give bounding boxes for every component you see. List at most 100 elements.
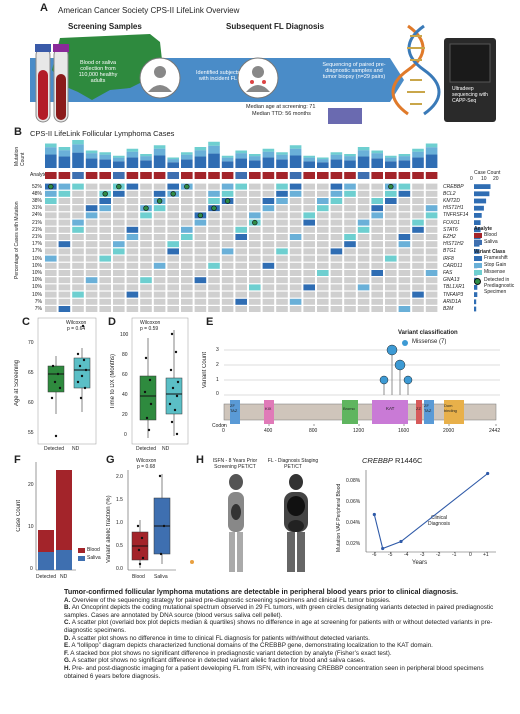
- oncoprint-cell: [317, 270, 329, 276]
- oncoprint-cell: [181, 190, 193, 197]
- oncoprint-cell: [167, 241, 179, 248]
- case-count-bar: [474, 220, 481, 225]
- oncoprint-cell: [58, 291, 71, 298]
- oncoprint-cell: [357, 234, 370, 240]
- oncoprint-cell: [385, 255, 397, 262]
- oncoprint-cell: [330, 198, 343, 204]
- legend-saliva-swatch: [474, 240, 482, 245]
- oncoprint-cell: [276, 183, 288, 190]
- oncoprint-cell: [385, 270, 397, 276]
- oncoprint-cell: [330, 248, 343, 255]
- oncoprint-cell: [85, 277, 98, 284]
- clinical-diagnosis-annotation: Clinical Diagnosis: [428, 515, 450, 527]
- mutation-count-bar: [371, 153, 383, 159]
- gene-percent: 10%: [31, 270, 42, 276]
- oncoprint-cell: [58, 298, 71, 305]
- oncoprint-cell: [371, 183, 383, 190]
- oncoprint-cell: [357, 277, 370, 284]
- mutation-count-bar: [344, 156, 356, 161]
- mutation-count-bar: [72, 140, 84, 145]
- oncoprint-cell: [344, 241, 356, 248]
- oncoprint-cell: [45, 212, 57, 219]
- oncoprint-cell: [126, 241, 139, 248]
- detected-marker: [197, 212, 204, 219]
- oncoprint-cell: [58, 284, 71, 291]
- oncoprint-cell: [371, 226, 383, 233]
- mutation-count-bar: [72, 144, 84, 153]
- oncoprint-cell: [153, 248, 166, 255]
- oncoprint-cell: [357, 226, 370, 233]
- oncoprint-cell: [330, 284, 343, 291]
- oncoprint-cell: [289, 298, 302, 305]
- oncoprint-cell: [85, 262, 98, 269]
- oncoprint-cell: [357, 190, 370, 197]
- oncoprint-cell: [235, 198, 247, 204]
- oncoprint-cell: [194, 262, 207, 269]
- oncoprint-cell: [344, 277, 356, 284]
- mutation-count-bar: [289, 145, 302, 149]
- oncoprint-cell: [167, 298, 179, 305]
- oncoprint-cell: [330, 219, 343, 226]
- gene-name: TNFAIP3: [443, 291, 464, 298]
- oncoprint-cell: [235, 226, 247, 233]
- oncoprint-cell: [113, 241, 125, 248]
- panel-d-ytick-0: 0: [124, 432, 127, 438]
- gene-name: HIST1H1: [443, 205, 464, 212]
- panel-e-legend-item: Missense (7): [412, 339, 447, 345]
- case-count-bar: [474, 198, 487, 204]
- oncoprint-cell: [385, 291, 397, 298]
- oncoprint-cell: [153, 306, 166, 312]
- panel-c-stat: Wilcoxon: [66, 320, 87, 326]
- oncoprint-cell: [425, 219, 438, 226]
- oncoprint-cell: [262, 241, 275, 248]
- mutation-count-bar: [194, 156, 207, 168]
- panel-d-ylabel: Time to DX (Months): [110, 354, 116, 410]
- mutation-count-bar: [85, 158, 98, 168]
- mutation-count-bar: [85, 153, 98, 159]
- oncoprint-cell: [317, 190, 329, 197]
- legend-frameshift-swatch: [474, 256, 482, 261]
- oncoprint-cell: [72, 270, 84, 276]
- panel-g-ytick-15: 1.5: [116, 497, 123, 503]
- mutation-count-bar: [276, 159, 288, 168]
- oncoprint-cell: [99, 219, 111, 226]
- oncoprint-cell: [140, 212, 152, 219]
- oncoprint-cell: [289, 234, 302, 240]
- oncoprint-cell: [249, 270, 261, 276]
- oncoprint: [45, 140, 491, 312]
- panel-f-legend-saliva: Saliva: [87, 555, 101, 561]
- gene-percent: 21%: [31, 219, 42, 226]
- analyte-cell: [45, 172, 57, 179]
- analyte-cell: [113, 172, 125, 179]
- oncoprint-cell: [167, 262, 179, 269]
- oncoprint-cell: [357, 219, 370, 226]
- oncoprint-cell: [45, 248, 57, 255]
- case-count-bar: [474, 205, 484, 211]
- oncoprint-cell: [72, 248, 84, 255]
- domain-kat: KAT: [386, 406, 395, 411]
- oncoprint-cell: [317, 234, 329, 240]
- panel-h-label: H: [196, 454, 204, 466]
- oncoprint-cell: [72, 183, 84, 190]
- case-count-bar: [474, 184, 491, 189]
- oncoprint-cell: [303, 190, 315, 197]
- oncoprint-cell: [371, 277, 383, 284]
- oncoprint-cell: [72, 234, 84, 240]
- oncoprint-cell: [303, 270, 315, 276]
- oncoprint-cell: [357, 298, 370, 305]
- oncoprint-cell: [398, 248, 411, 255]
- oncoprint-cell: [235, 183, 247, 190]
- oncoprint-cell: [425, 183, 438, 190]
- oncoprint-cell: [398, 255, 411, 262]
- oncoprint-cell: [425, 241, 438, 248]
- oncoprint-cell: [276, 248, 288, 255]
- oncoprint-cell: [344, 270, 356, 276]
- mutation-count-bar: [126, 157, 139, 168]
- gene-percent: 7%: [34, 298, 42, 305]
- oncoprint-cell: [385, 277, 397, 284]
- oncoprint-cell: [126, 205, 139, 212]
- oncoprint-cell: [371, 306, 383, 312]
- oncoprint-cell: [221, 226, 234, 233]
- oncoprint-cell: [344, 219, 356, 226]
- oncoprint-cell: [113, 212, 125, 219]
